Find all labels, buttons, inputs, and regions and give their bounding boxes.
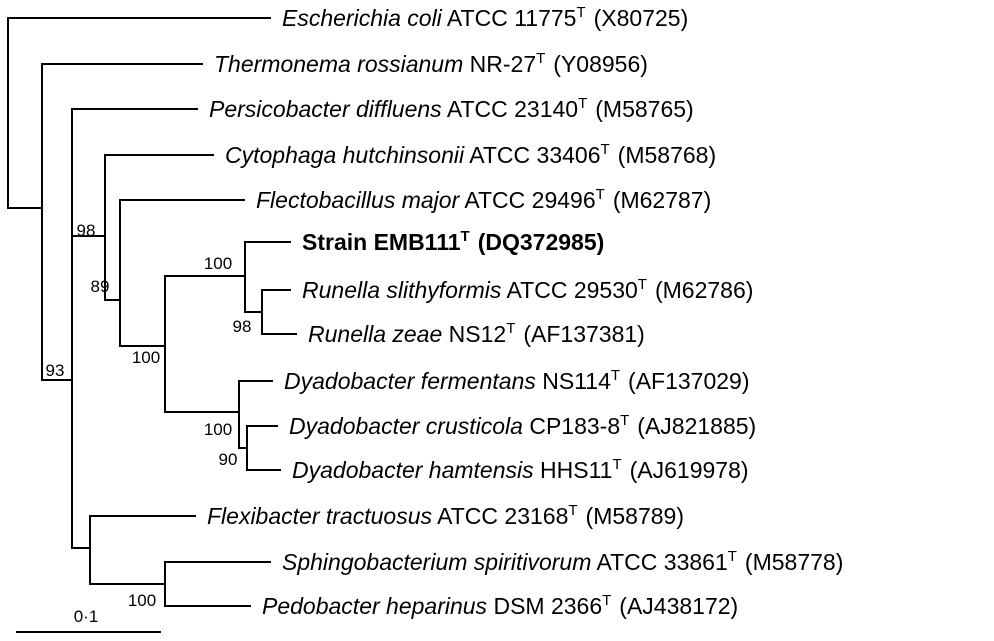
species-name: Dyadobacter crusticola <box>289 413 523 439</box>
species-name: Escherichia coli <box>282 5 443 31</box>
species-name: Thermonema rossianum <box>214 51 463 77</box>
type-strain-superscript: T <box>578 95 587 112</box>
accession-number: (M62787) <box>613 187 711 213</box>
accession-number: (Y08956) <box>553 51 648 77</box>
bootstrap-value: 93 <box>46 361 65 380</box>
taxon-label: Dyadobacter hamtensis HHS11T (AJ619978) <box>292 456 749 483</box>
taxon-label: Pedobacter heparinus DSM 2366T (AJ438172) <box>262 592 738 619</box>
scale-bar-label: 0·1 <box>74 607 99 626</box>
species-name: Cytophaga hutchinsonii <box>225 142 465 168</box>
accession-number: (M58789) <box>586 503 684 529</box>
type-strain-superscript: T <box>611 367 620 384</box>
taxon-label: Dyadobacter fermentans NS114T (AF137029) <box>284 367 750 394</box>
bootstrap-value: 100 <box>204 254 232 273</box>
strain-id: ATCC 23168 <box>437 503 568 529</box>
bootstrap-value: 100 <box>132 348 160 367</box>
bootstrap-values: 98 89 93 100 98 100 100 90 100 <box>46 221 252 610</box>
type-strain-superscript: T <box>602 592 611 609</box>
strain-id: NR-27 <box>470 51 536 77</box>
taxon-label: Flectobacillus major ATCC 29496T (M62787) <box>256 186 711 213</box>
species-name: Persicobacter diffluens <box>209 96 442 122</box>
accession-number: (AF137029) <box>628 368 749 394</box>
accession-number: (X80725) <box>594 5 689 31</box>
species-name: Flectobacillus major <box>256 187 461 213</box>
strain-id: ATCC 33861 <box>596 549 727 575</box>
type-strain-superscript: T <box>536 50 545 67</box>
type-strain-superscript: T <box>638 276 647 293</box>
accession-number: (DQ372985) <box>478 229 605 255</box>
strain-id: ATCC 33406 <box>469 142 600 168</box>
strain-id: DSM 2366 <box>493 593 602 619</box>
strain-id: NS114 <box>542 368 611 394</box>
strain-id: HHS11 <box>540 457 612 483</box>
taxon-label: Runella slithyformis ATCC 29530T (M62786) <box>302 276 753 303</box>
taxon-labels: Escherichia coli ATCC 11775T (X80725)Ther… <box>207 4 843 619</box>
type-strain-superscript: T <box>568 502 577 519</box>
strain-id: CP183-8 <box>529 413 620 439</box>
taxon-label: Flexibacter tractuosus ATCC 23168T (M5878… <box>207 502 684 529</box>
species-name: Dyadobacter fermentans <box>284 368 536 394</box>
strain-id: ATCC 23140 <box>447 96 578 122</box>
type-strain-superscript: T <box>596 186 605 203</box>
species-name: Pedobacter heparinus <box>262 593 488 619</box>
bootstrap-value: 98 <box>233 317 252 336</box>
species-name: Flexibacter tractuosus <box>207 503 432 529</box>
taxon-label: Runella zeae NS12T (AF137381) <box>308 320 645 347</box>
species-name: Dyadobacter hamtensis <box>292 457 534 483</box>
accession-number: (M62786) <box>655 277 753 303</box>
species-name: Sphingobacterium spiritivorum <box>282 549 591 575</box>
taxon-label: Thermonema rossianum NR-27T (Y08956) <box>214 50 648 77</box>
accession-number: (AJ821885) <box>637 413 756 439</box>
scale-bar: 0·1 <box>16 607 161 633</box>
taxon-label: Strain EMB111T (DQ372985) <box>302 228 604 255</box>
taxon-label: Escherichia coli ATCC 11775T (X80725) <box>282 4 688 31</box>
strain-id: ATCC 11775 <box>447 5 577 31</box>
type-strain-superscript: T <box>612 456 621 473</box>
species-name: Runella slithyformis <box>302 277 502 303</box>
bootstrap-value: 89 <box>91 277 110 296</box>
type-strain-superscript: T <box>461 228 470 245</box>
accession-number: (M58768) <box>618 142 716 168</box>
taxon-label: Sphingobacterium spiritivorum ATCC 33861… <box>282 548 843 575</box>
taxon-label: Cytophaga hutchinsonii ATCC 33406T (M5876… <box>225 141 716 168</box>
type-strain-superscript: T <box>728 548 737 565</box>
bootstrap-value: 90 <box>219 450 238 469</box>
bootstrap-value: 98 <box>77 221 96 240</box>
accession-number: (M58778) <box>745 549 843 575</box>
strain-id: Strain EMB111 <box>302 229 461 255</box>
taxon-label: Persicobacter diffluens ATCC 23140T (M587… <box>209 95 694 122</box>
type-strain-superscript: T <box>620 412 629 429</box>
type-strain-superscript: T <box>601 141 610 158</box>
bootstrap-value: 100 <box>128 591 156 610</box>
strain-id: ATCC 29530 <box>507 277 638 303</box>
accession-number: (AJ438172) <box>619 593 738 619</box>
taxon-label: Dyadobacter crusticola CP183-8T (AJ821885… <box>289 412 756 439</box>
type-strain-superscript: T <box>506 320 515 337</box>
species-name: Runella zeae <box>308 321 442 347</box>
accession-number: (AJ619978) <box>630 457 749 483</box>
strain-id: NS12 <box>449 321 507 347</box>
strain-id: ATCC 29496 <box>464 187 595 213</box>
tree-branches <box>7 17 297 607</box>
accession-number: (M58765) <box>595 96 693 122</box>
bootstrap-value: 100 <box>204 420 232 439</box>
accession-number: (AF137381) <box>523 321 644 347</box>
type-strain-superscript: T <box>576 4 585 21</box>
